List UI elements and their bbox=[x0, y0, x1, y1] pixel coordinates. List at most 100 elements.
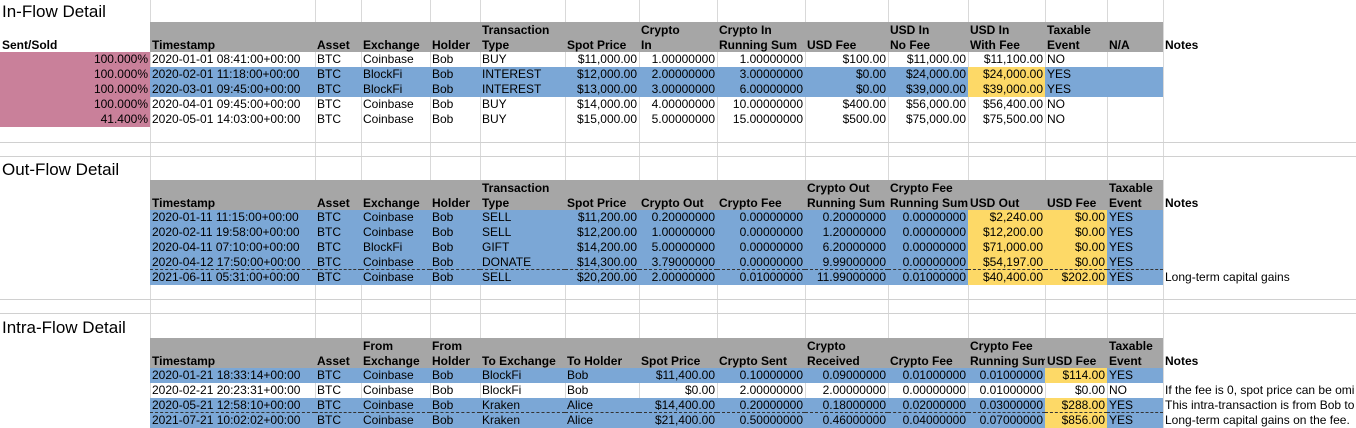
cell-timestamp[interactable]: 2020-01-01 08:41:00+00:00 bbox=[152, 52, 301, 66]
cell-exchange[interactable]: Coinbase bbox=[361, 225, 430, 240]
cell-taxable[interactable]: YES bbox=[1045, 67, 1163, 82]
cell-from-exchange[interactable]: Coinbase bbox=[361, 368, 430, 383]
col-usd-out[interactable]: USD Out bbox=[970, 195, 1020, 210]
cell-asset[interactable]: BTC bbox=[315, 82, 361, 97]
col-notes[interactable]: Notes bbox=[1165, 353, 1199, 368]
cell-fee-running-sum[interactable]: 0.01000000 bbox=[968, 368, 1045, 383]
cell-crypto-fee[interactable]: 0.04000000 bbox=[888, 413, 968, 428]
col-spot-price[interactable]: Spot Price bbox=[567, 37, 627, 52]
col-notes[interactable]: Notes bbox=[1165, 37, 1199, 52]
cell-crypto-in[interactable]: 2.00000000 bbox=[639, 67, 717, 82]
cell-from-exchange[interactable]: Coinbase bbox=[361, 398, 430, 413]
cell-to-holder[interactable]: Alice bbox=[565, 413, 639, 428]
cell-spot-price[interactable]: $21,400.00 bbox=[639, 413, 717, 428]
cell-holder[interactable]: Bob bbox=[430, 210, 480, 225]
cell-exchange[interactable]: BlockFi bbox=[361, 82, 430, 97]
cell-crypto-in[interactable]: 1.00000000 bbox=[651, 52, 715, 66]
cell-spot-price[interactable]: $20,200.00 bbox=[565, 270, 639, 285]
cell-exchange[interactable]: Coinbase bbox=[363, 52, 414, 66]
cell-taxable[interactable]: YES bbox=[1107, 368, 1163, 383]
col-crypto-fee-running-sum[interactable]: Crypto Fee Running Sum bbox=[890, 181, 968, 210]
cell-asset[interactable]: BTC bbox=[317, 383, 341, 397]
cell-timestamp[interactable]: 2020-02-11 19:58:00+00:00 bbox=[150, 225, 315, 240]
cell-notes[interactable]: If the fee is 0, spot price can be omi bbox=[1165, 383, 1355, 397]
cell-taxable[interactable]: YES bbox=[1107, 240, 1163, 255]
table-row[interactable]: 2021-07-21 10:02:02+00:00 BTC Coinbase B… bbox=[0, 413, 1356, 428]
cell-usd-in-with-fee[interactable]: $11,100.00 bbox=[983, 52, 1043, 66]
cell-usd-in-with-fee[interactable]: $56,400.00 bbox=[982, 97, 1043, 111]
col-taxable-event[interactable]: Taxable Event bbox=[1109, 181, 1153, 210]
cell-taxable[interactable]: YES bbox=[1045, 82, 1163, 97]
col-exchange[interactable]: Exchange bbox=[363, 37, 420, 52]
cell-fee-running-sum[interactable]: 0.01000000 bbox=[979, 383, 1043, 397]
cell-taxable[interactable]: NO bbox=[1109, 383, 1127, 397]
cell-timestamp[interactable]: 2020-01-11 11:15:00+00:00 bbox=[150, 210, 315, 225]
cell-asset[interactable]: BTC bbox=[315, 255, 361, 270]
cell-holder[interactable]: Bob bbox=[430, 67, 480, 82]
cell-usd-in-no-fee[interactable]: $11,000.00 bbox=[906, 52, 966, 66]
cell-exchange[interactable]: Coinbase bbox=[361, 255, 430, 270]
cell-usd-out[interactable]: $40,400.00 bbox=[968, 270, 1045, 285]
cell-asset[interactable]: BTC bbox=[315, 368, 361, 383]
col-crypto-sent[interactable]: Crypto Sent bbox=[719, 353, 788, 368]
cell-crypto-fee[interactable]: 0.01000000 bbox=[888, 368, 968, 383]
cell-crypto-received[interactable]: 0.18000000 bbox=[805, 398, 888, 413]
cell-running-sum[interactable]: 1.20000000 bbox=[805, 225, 888, 240]
col-crypto-in-running-sum[interactable]: Crypto In Running Sum bbox=[719, 23, 797, 52]
cell-crypto-fee[interactable]: 0.02000000 bbox=[888, 398, 968, 413]
cell-timestamp[interactable]: 2020-05-01 14:03:00+00:00 bbox=[152, 112, 301, 126]
col-timestamp[interactable]: Timestamp bbox=[152, 195, 216, 210]
cell-exchange[interactable]: BlockFi bbox=[361, 67, 430, 82]
cell-from-exchange[interactable]: Coinbase bbox=[363, 383, 414, 397]
cell-running-sum[interactable]: 9.99000000 bbox=[805, 255, 888, 270]
col-transaction-type[interactable]: Transaction Type bbox=[482, 23, 550, 52]
table-row[interactable]: 2020-04-12 17:50:00+00:00 BTC Coinbase B… bbox=[0, 255, 1356, 270]
cell-taxable[interactable]: NO bbox=[1047, 52, 1065, 66]
cell-taxable[interactable]: YES bbox=[1107, 255, 1163, 270]
cell-asset[interactable]: BTC bbox=[315, 67, 361, 82]
table-row[interactable]: 41.400% 2020-05-01 14:03:00+00:00 BTC Co… bbox=[0, 112, 1356, 127]
col-crypto-fee[interactable]: Crypto Fee bbox=[890, 353, 953, 368]
col-usd-in-no-fee[interactable]: USD In No Fee bbox=[890, 23, 931, 52]
cell-spot-price[interactable]: $12,200.00 bbox=[565, 225, 639, 240]
cell-spot-price[interactable]: $14,000.00 bbox=[576, 97, 637, 111]
table-row[interactable]: 2021-06-11 05:31:00+00:00 BTC Coinbase B… bbox=[0, 270, 1356, 285]
cell-crypto-out[interactable]: 3.79000000 bbox=[639, 255, 717, 270]
cell-holder[interactable]: Bob bbox=[432, 112, 454, 126]
cell-holder[interactable]: Bob bbox=[430, 240, 480, 255]
col-sent-sold[interactable]: Sent/Sold bbox=[2, 37, 58, 52]
cell-usd-fee[interactable]: $0.00 bbox=[1074, 383, 1105, 397]
cell-asset[interactable]: BTC bbox=[317, 97, 341, 111]
cell-crypto-received[interactable]: 0.46000000 bbox=[805, 413, 888, 428]
cell-crypto-fee[interactable]: 0.00000000 bbox=[717, 240, 805, 255]
table-row[interactable]: 2020-04-11 07:10:00+00:00 BTC BlockFi Bo… bbox=[0, 240, 1356, 255]
cell-fee-running-sum[interactable]: 0.07000000 bbox=[968, 413, 1045, 428]
cell-running-sum[interactable]: 15.00000000 bbox=[732, 112, 803, 126]
cell-sent-sold[interactable]: 100.000% bbox=[0, 52, 150, 67]
cell-usd-in-no-fee[interactable]: $56,000.00 bbox=[905, 97, 966, 111]
cell-timestamp[interactable]: 2020-02-01 11:18:00+00:00 bbox=[150, 67, 315, 82]
cell-holder[interactable]: Bob bbox=[430, 225, 480, 240]
cell-usd-fee[interactable]: $0.00 bbox=[1045, 225, 1107, 240]
col-taxable-event[interactable]: Taxable Event bbox=[1109, 339, 1153, 368]
col-holder[interactable]: Holder bbox=[432, 195, 471, 210]
cell-holder[interactable]: Bob bbox=[430, 82, 480, 97]
cell-exchange[interactable]: BlockFi bbox=[361, 240, 430, 255]
cell-timestamp[interactable]: 2020-04-01 09:45:00+00:00 bbox=[152, 97, 301, 111]
col-to-exchange[interactable]: To Exchange bbox=[482, 353, 556, 368]
cell-crypto-sent[interactable]: 0.20000000 bbox=[717, 398, 805, 413]
cell-from-holder[interactable]: Bob bbox=[430, 398, 480, 413]
col-spot-price[interactable]: Spot Price bbox=[641, 353, 701, 368]
cell-sent-sold[interactable]: 100.000% bbox=[0, 97, 150, 112]
col-crypto-fee[interactable]: Crypto Fee bbox=[719, 195, 782, 210]
cell-type[interactable]: BUY bbox=[482, 112, 507, 126]
cell-from-holder[interactable]: Bob bbox=[430, 368, 480, 383]
cell-notes[interactable]: Long-term capital gains on the fee. bbox=[1165, 413, 1350, 427]
col-asset[interactable]: Asset bbox=[317, 353, 350, 368]
col-usd-in-with-fee[interactable]: USD In With Fee bbox=[970, 23, 1020, 52]
cell-usd-in-with-fee[interactable]: $39,000.00 bbox=[968, 82, 1045, 97]
cell-notes[interactable]: Long-term capital gains bbox=[1165, 270, 1290, 284]
cell-asset[interactable]: BTC bbox=[317, 112, 341, 126]
cell-spot-price[interactable]: $0.00 bbox=[684, 383, 715, 397]
col-crypto-in[interactable]: Crypto In bbox=[641, 23, 680, 52]
